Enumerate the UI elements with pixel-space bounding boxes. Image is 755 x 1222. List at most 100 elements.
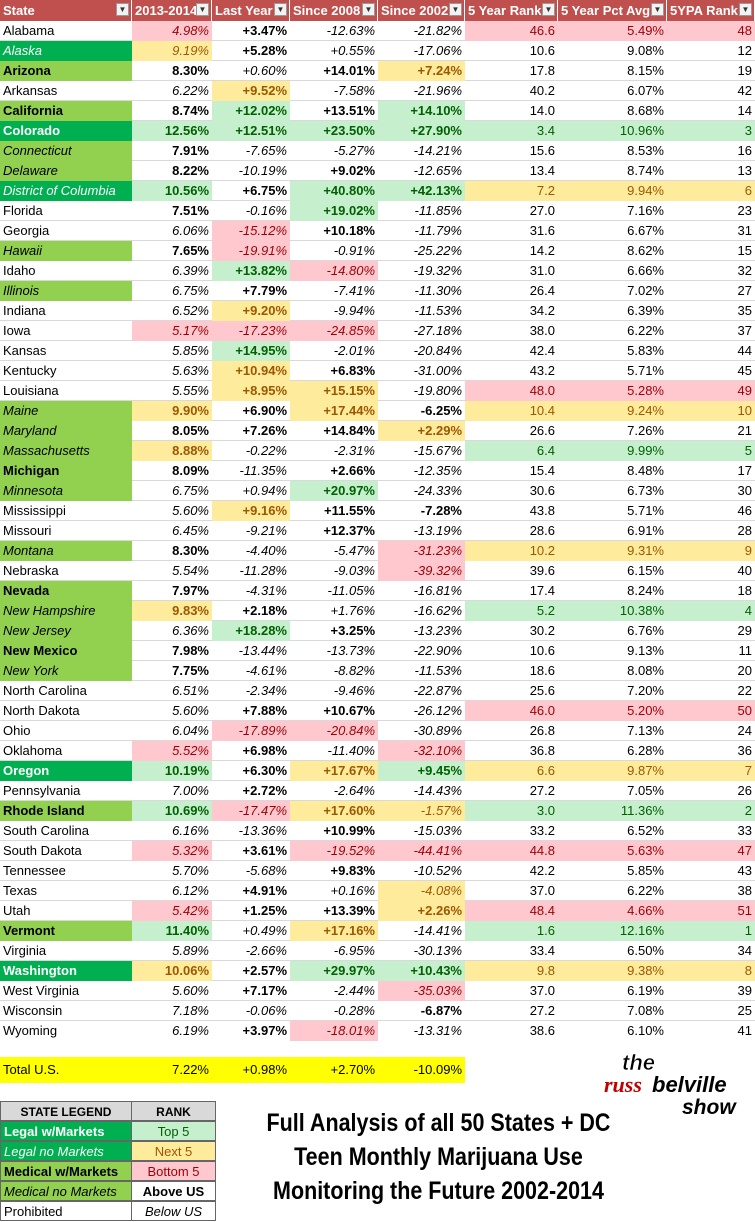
state-name: Utah [3,903,31,918]
data-cell: 10.56% [132,181,212,201]
legend-medical-no-markets: Medical no Markets [0,1181,132,1201]
data-cell: 6.28% [627,743,664,758]
column-header[interactable]: 5 Year Pct Avg ▼ [558,0,667,21]
state-name: Massachusetts [0,441,132,461]
data-cell: -31.23% [378,541,465,561]
data-cell: 9.24% [558,401,667,421]
data-cell: 30.6 [529,483,555,498]
data-cell: -2.44% [333,983,375,998]
data-cell: 18 [737,583,752,598]
column-header[interactable]: Since 2002 ▼ [378,0,465,21]
filter-dropdown-icon[interactable]: ▼ [542,3,555,16]
data-cell: 50 [667,701,755,721]
data-cell: 8.30% [172,63,209,78]
table-row: Alabama 4.98% +3.47% -12.63% -21.82% 46.6 5.49… [0,21,755,41]
data-cell: +20.97% [290,481,378,501]
data-cell: 5.89% [172,943,209,958]
data-cell: +2.57% [242,963,287,978]
filter-dropdown-icon[interactable]: ▼ [362,3,375,16]
column-header[interactable]: Last Year ▼ [212,0,290,21]
data-cell: 26.8 [529,723,555,738]
data-cell: 8.53% [627,143,664,158]
column-header[interactable]: 2013-2014 ▼ [132,0,212,21]
data-cell: +13.39% [323,903,375,918]
data-cell: 5.85% [172,343,209,358]
data-cell: +17.44% [290,401,378,421]
data-cell: 8 [667,961,755,981]
filter-dropdown-icon[interactable]: ▼ [651,3,664,16]
data-cell: 10.19% [132,761,212,781]
column-header[interactable]: Since 2008 ▼ [290,0,378,21]
filter-dropdown-icon[interactable]: ▼ [739,3,752,16]
data-cell: 27.2 [529,1003,555,1018]
state-name: New Hampshire [0,601,132,621]
column-header[interactable]: 5YPA Rank ▼ [667,0,755,21]
data-cell: 10.38% [558,601,667,621]
data-cell: 6.36% [172,623,209,638]
filter-dropdown-icon[interactable]: ▼ [274,3,287,16]
data-cell: 5.20% [558,701,667,721]
data-cell: 7.20% [627,683,664,698]
column-header[interactable]: State ▼ [0,0,132,21]
data-cell: 38.6 [529,1023,555,1038]
data-cell: 43.2 [529,363,555,378]
data-cell: 7.05% [627,783,664,798]
data-cell: -0.91% [333,243,375,258]
data-cell: -0.28% [333,1003,375,1018]
data-cell: 8.24% [627,583,664,598]
data-cell: 4.98% [132,21,212,41]
data-cell: 6.52% [627,823,664,838]
table-row: New York 7.75% -4.61% -8.82% -11.53% 18.6 8.08… [0,661,755,681]
data-cell: -14.80% [290,261,378,281]
data-cell: 3.4 [465,121,558,141]
data-cell: -4.61% [245,663,287,678]
data-cell: 8.05% [172,423,209,438]
data-cell: +40.80% [290,181,378,201]
data-cell: -16.81% [413,583,462,598]
data-cell: +17.16% [290,921,378,941]
table-row: Idaho 6.39% +13.82% -14.80% -19.32% 31.0 6.66%… [0,261,755,281]
legend-legal-markets: Legal w/Markets [0,1121,132,1141]
data-cell: +29.97% [290,961,378,981]
data-cell: -8.82% [333,663,375,678]
data-cell: 33.4 [529,943,555,958]
data-cell: 40 [737,563,752,578]
state-name: Maine [0,401,132,421]
total-value: +2.70% [330,1062,375,1077]
data-cell: +3.25% [330,623,375,638]
data-cell: -4.08% [378,881,465,901]
state-name: Oklahoma [3,743,63,758]
data-cell: +14.95% [212,341,290,361]
data-cell: 6.39% [172,263,209,278]
filter-dropdown-icon[interactable]: ▼ [116,3,129,16]
data-cell: -21.82% [413,23,462,38]
data-cell: 6.67% [627,223,664,238]
data-cell: -2.01% [333,343,375,358]
table-row: Indiana 6.52% +9.20% -9.94% -11.53% 34.2 6.39%… [0,301,755,321]
data-cell: 6.52% [172,303,209,318]
data-cell: 17.4 [529,583,555,598]
column-header-label: 5 Year Pct Avg [561,3,651,18]
filter-dropdown-icon[interactable]: ▼ [196,3,209,16]
filter-dropdown-icon[interactable]: ▼ [449,3,462,16]
data-cell: 28.6 [529,523,555,538]
data-cell: 22 [737,683,752,698]
data-cell: 5.71% [627,363,664,378]
state-name: West Virginia [3,983,80,998]
data-cell: +7.17% [242,983,287,998]
data-cell: 9.90% [132,401,212,421]
data-cell: +9.16% [212,501,290,521]
data-cell: -5.68% [245,863,287,878]
data-cell: 7.98% [172,643,209,658]
data-cell: 33.2 [529,823,555,838]
header-row: State ▼ 2013-2014 ▼ Last Year ▼ Since 2008 ▼ Sin… [0,0,755,21]
data-cell: 15.6 [529,143,555,158]
column-header[interactable]: 5 Year Rank ▼ [465,0,558,21]
data-cell: +10.67% [323,703,375,718]
data-cell: -4.40% [245,543,287,558]
data-cell: 39.6 [529,563,555,578]
data-cell: -0.22% [245,443,287,458]
state-name: Michigan [0,461,132,481]
data-cell: -12.35% [413,463,462,478]
data-cell: 8.74% [172,103,209,118]
